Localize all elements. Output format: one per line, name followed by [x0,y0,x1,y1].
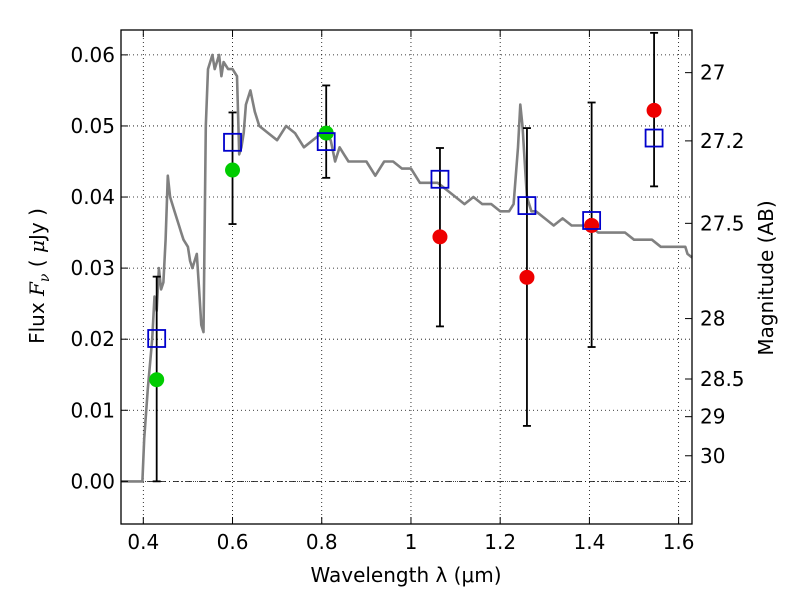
red-data-point [584,217,600,233]
error-bar-series [152,31,659,483]
sed-model-series [121,53,693,483]
y-label-sub: ν [37,273,53,282]
y-tick-label: 0.05 [70,114,115,138]
y-tick-label: 0.00 [70,469,115,493]
y-label-prefix: Flux [25,296,49,344]
y2-tick-label: 30 [700,444,725,468]
x-axis-label: Wavelength λ (μm) [310,563,501,587]
model-square-marker [223,132,242,152]
x-axis-ticks: 0.4 0.6 0.8 1 1.2 1.4 1.6 [127,30,695,554]
plot-frame [120,29,693,525]
y-label-unit-rest: Jy ) [25,208,49,242]
model-square-marker [430,169,450,189]
x-tick-label: 0.4 [127,530,159,554]
model-square-marker [644,128,664,148]
y2-tick-label: 28 [700,307,725,331]
x-tick-label: 1 [405,530,418,554]
red-data-point [432,229,448,245]
x-tick-label: 1.4 [573,530,605,554]
red-data-point [519,269,535,285]
y2-axis-label: Magnitude (AB) [754,200,778,355]
y-tick-label: 0.03 [70,256,115,280]
model-square-series [147,128,664,348]
x-tick-label: 0.8 [306,530,338,554]
x-tick-label: 1.2 [484,530,516,554]
model-square-marker [147,329,167,348]
x-tick-label: 0.6 [217,530,249,554]
green-data-point [225,162,241,178]
y2-tick-label: 27.5 [700,211,745,235]
sed-model-line [121,53,693,483]
y-axis-label: Flux Fν ( μJy ) [25,208,53,344]
y-label-var: F [25,281,49,297]
green-data-point [149,372,165,388]
y2-tick-label: 27 [700,61,725,85]
y2-tick-label: 29 [700,405,725,429]
x-tick-label: 1.6 [663,530,695,554]
y2-tick-label: 27.2 [700,129,745,153]
y-label-unit-mu: μ [25,240,49,253]
y-label-unit-open: ( [25,253,49,274]
green-points-series [149,125,334,388]
model-square-marker [517,196,537,215]
red-data-point [646,102,662,118]
y2-axis-ticks: 27 27.2 27.5 28 28.5 29 30 [685,61,745,468]
y-axis-ticks: 0.00 0.01 0.02 0.03 0.04 0.05 0.06 [70,43,128,493]
y-tick-label: 0.04 [70,185,115,209]
y-tick-label: 0.01 [70,398,115,422]
model-square-marker [316,132,336,151]
red-points-series [432,102,662,285]
y-tick-label: 0.06 [70,43,115,67]
model-square-marker [582,211,602,230]
y2-tick-label: 28.5 [700,367,745,391]
y-tick-label: 0.02 [70,327,115,351]
